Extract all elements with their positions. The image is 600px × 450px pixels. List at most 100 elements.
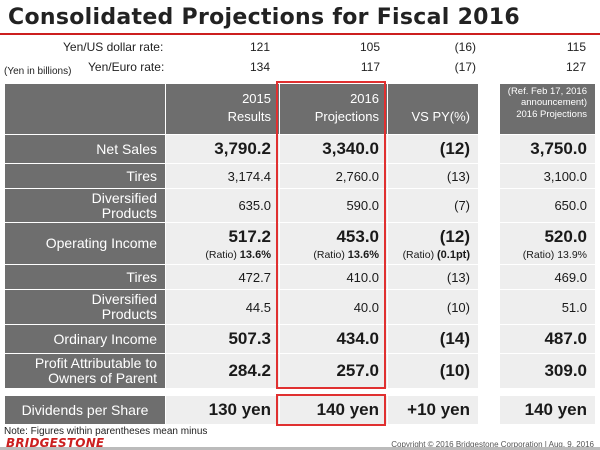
diversified-2015: 635.0 <box>166 189 279 222</box>
row-label-net-sales: Net Sales <box>5 135 165 163</box>
operating-income-2015-value: 517.2 <box>228 226 271 246</box>
tires-oi-2016: 410.0 <box>280 265 387 289</box>
row-label-ordinary-income: Ordinary Income <box>5 325 165 353</box>
profit-2015: 284.2 <box>166 354 279 388</box>
table-row: Net Sales 3,790.2 3,340.0 (12) 3,750.0 <box>5 135 595 163</box>
dividends-2016: 140 yen <box>280 396 387 424</box>
tires-oi-diff: (13) <box>388 265 478 289</box>
table-header-row: 2015 Results 2016 Projections VS PY(%) (… <box>5 84 595 134</box>
profit-diff: (10) <box>388 354 478 388</box>
operating-income-diff: (12) (Ratio) (0.1pt) <box>388 223 478 264</box>
operating-income-2015: 517.2 (Ratio) 13.6% <box>166 223 279 264</box>
row-label-diversified-oi: Diversified Products <box>5 290 165 324</box>
row-label-profit: Profit Attributable to Owners of Parent <box>5 354 165 388</box>
header-ref-projections: (Ref. Feb 17, 2016 announcement) 2016 Pr… <box>500 84 595 134</box>
usd-rate-2015: 121 <box>249 40 270 54</box>
net-sales-2015: 3,790.2 <box>166 135 279 163</box>
tires-oi-2015: 472.7 <box>166 265 279 289</box>
operating-ratio-diff: (Ratio) (0.1pt) <box>403 249 470 261</box>
diversified-oi-2016: 40.0 <box>280 290 387 324</box>
usd-rate-ref: 115 <box>566 40 586 54</box>
tires-2015: 3,174.4 <box>166 164 279 188</box>
tires-ref: 3,100.0 <box>500 164 595 188</box>
title-bar: Consolidated Projections for Fiscal 2016 <box>0 0 600 34</box>
dividends-ref: 140 yen <box>500 396 595 424</box>
ratio-value: (0.1pt) <box>437 248 470 261</box>
header-2016-label: Projections <box>314 109 379 124</box>
diversified-label-line1: Diversified <box>91 189 157 206</box>
ratio-label: (Ratio) <box>313 248 345 261</box>
bridgestone-logo: BRIDGESTONE <box>6 436 105 450</box>
operating-income-ref-value: 520.0 <box>544 226 587 246</box>
title-rule <box>0 33 600 35</box>
header-2016-year: 2016 <box>350 91 379 106</box>
diversified-oi-label-line1: Diversified <box>91 291 157 307</box>
operating-income-diff-value: (12) <box>439 226 470 246</box>
diversified-oi-ref: 51.0 <box>500 290 595 324</box>
ordinary-income-2015: 507.3 <box>166 325 279 353</box>
header-ref-line2: announcement) <box>520 97 587 108</box>
diversified-oi-diff: (10) <box>388 290 478 324</box>
table-row: Dividends per Share 130 yen 140 yen +10 … <box>5 396 595 424</box>
net-sales-2016: 3,340.0 <box>280 135 387 163</box>
net-sales-diff: (12) <box>388 135 478 163</box>
diversified-label-line2: Products <box>101 204 157 221</box>
header-ref-line3: 2016 Projections <box>516 109 587 120</box>
operating-income-2016-value: 453.0 <box>336 226 379 246</box>
operating-ratio-2015: (Ratio) 13.6% <box>205 249 271 261</box>
header-2016-projections: 2016 Projections <box>280 84 387 134</box>
ratio-value: 13.9% <box>557 248 587 261</box>
diversified-diff: (7) <box>388 189 478 222</box>
tires-diff: (13) <box>388 164 478 188</box>
ordinary-income-diff: (14) <box>388 325 478 353</box>
eur-rate-2016: 117 <box>360 60 380 74</box>
ordinary-income-ref: 487.0 <box>500 325 595 353</box>
projections-highlight <box>276 81 386 389</box>
header-2015-results: 2015 Results <box>166 84 279 134</box>
ratio-value: 13.6% <box>347 248 379 261</box>
row-label-diversified: Diversified Products <box>5 189 165 222</box>
row-label-tires-oi: Tires <box>5 265 165 289</box>
profit-label-line2: Owners of Parent <box>48 370 157 386</box>
header-vs-py-label: VS PY(%) <box>411 109 470 124</box>
usd-rate-2016: 105 <box>359 40 380 54</box>
usd-rate-diff: (16) <box>454 40 476 54</box>
ratio-label: (Ratio) <box>522 248 555 261</box>
header-vs-py: VS PY(%) <box>388 84 478 134</box>
table-row: Tires 3,174.4 2,760.0 (13) 3,100.0 <box>5 164 595 188</box>
eur-rate-2015: 134 <box>249 60 270 74</box>
bottom-rule <box>0 447 600 450</box>
profit-ref: 309.0 <box>500 354 595 388</box>
page-title: Consolidated Projections for Fiscal 2016 <box>8 5 521 30</box>
eur-rate-label: Yen/Euro rate: <box>88 60 165 74</box>
copyright: Copyright © 2016 Bridgestone Corporation… <box>391 440 594 449</box>
row-label-dividends: Dividends per Share <box>5 396 165 424</box>
header-2015-year: 2015 <box>242 91 271 106</box>
operating-income-ref: 520.0 (Ratio) 13.9% <box>500 223 595 264</box>
net-sales-ref: 3,750.0 <box>500 135 595 163</box>
header-blank <box>5 84 165 134</box>
table-row: Tires 472.7 410.0 (13) 469.0 <box>5 265 595 289</box>
table-row: Diversified Products 44.5 40.0 (10) 51.0 <box>5 290 595 324</box>
ratio-value: 13.6% <box>239 248 271 261</box>
operating-ratio-2016: (Ratio) 13.6% <box>313 249 379 261</box>
dividends-2015: 130 yen <box>166 396 279 424</box>
table-row: Diversified Products 635.0 590.0 (7) 650… <box>5 189 595 222</box>
profit-2016: 257.0 <box>280 354 387 388</box>
diversified-oi-label-line2: Products <box>101 306 157 322</box>
dividends-diff: +10 yen <box>388 396 478 424</box>
ratio-label: (Ratio) <box>402 248 435 261</box>
header-ref-line1: (Ref. Feb 17, 2016 <box>507 86 587 97</box>
header-2015-label: Results <box>227 109 271 124</box>
unit-note: (Yen in billions) <box>4 66 72 77</box>
row-label-tires: Tires <box>5 164 165 188</box>
ordinary-income-2016: 434.0 <box>280 325 387 353</box>
table-row: Operating Income 517.2 (Ratio) 13.6% 453… <box>5 223 595 264</box>
usd-rate-label: Yen/US dollar rate: <box>63 40 164 54</box>
diversified-oi-2015: 44.5 <box>166 290 279 324</box>
eur-rate-ref: 127 <box>565 60 586 74</box>
ratio-label: (Ratio) <box>205 248 237 261</box>
row-label-operating-income: Operating Income <box>5 223 165 264</box>
footnote: Note: Figures within parentheses mean mi… <box>4 426 208 437</box>
profit-label-line1: Profit Attributable to <box>34 355 157 371</box>
